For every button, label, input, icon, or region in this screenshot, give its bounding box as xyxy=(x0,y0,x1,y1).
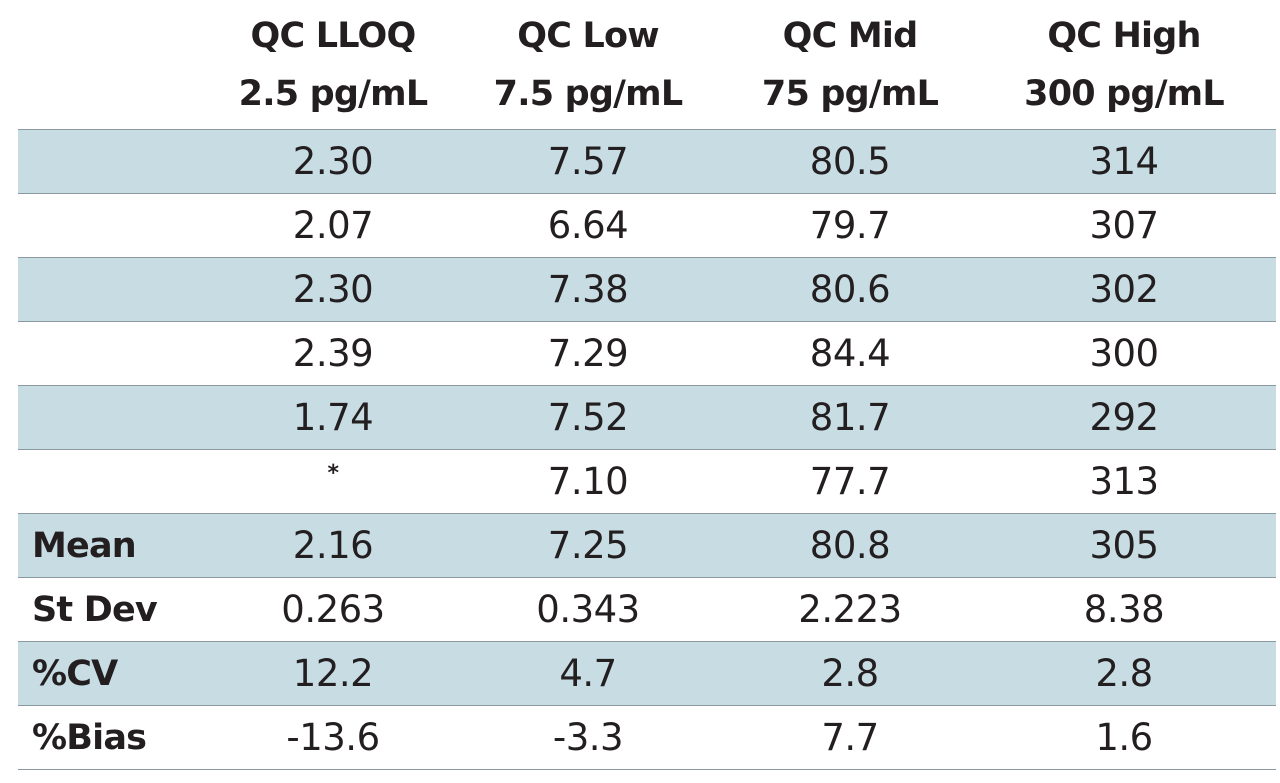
table-cell: 7.10 xyxy=(547,460,629,503)
table-row: 2.39 7.29 84.4 300 xyxy=(18,322,1276,386)
table-cell: -13.6 xyxy=(286,716,380,759)
row-label: St Dev xyxy=(32,589,158,630)
table-cell: 7.29 xyxy=(547,332,629,375)
table-cell: 79.7 xyxy=(809,204,891,247)
table-cell: 7.52 xyxy=(547,396,629,439)
qc-results-table: QC LLOQ 2.5 pg/mL QC Low 7.5 pg/mL QC Mi… xyxy=(18,0,1276,770)
table-body: 2.30 7.57 80.5 314 2.07 6.64 79.7 307 2.30 7.38 80… xyxy=(18,130,1276,770)
column-header-qc-lloq: QC LLOQ 2.5 pg/mL xyxy=(208,7,458,123)
table-cell: 2.16 xyxy=(292,524,374,567)
table-cell: 313 xyxy=(1089,460,1159,503)
column-header-line1: QC Mid xyxy=(782,15,919,56)
table-cell: 7.25 xyxy=(547,524,629,567)
table-cell: 2.30 xyxy=(292,268,374,311)
table-cell: 7.57 xyxy=(547,140,629,183)
table-cell: 80.6 xyxy=(809,268,891,311)
table-row: %CV 12.2 4.7 2.8 2.8 xyxy=(18,642,1276,706)
table-cell: 8.38 xyxy=(1083,588,1165,631)
table-cell: 0.263 xyxy=(281,588,385,631)
column-header-line2: 2.5 pg/mL xyxy=(238,73,428,114)
row-label: Mean xyxy=(32,525,137,566)
table-cell: 300 xyxy=(1089,332,1159,375)
table-row: 1.74 7.52 81.7 292 xyxy=(18,386,1276,450)
table-cell: 77.7 xyxy=(809,460,891,503)
column-header-line2: 75 pg/mL xyxy=(761,73,939,114)
table-row: %Bias -13.6 -3.3 7.7 1.6 xyxy=(18,706,1276,770)
column-header-line1: QC Low xyxy=(517,15,659,56)
column-header-qc-high: QC High 300 pg/mL xyxy=(982,7,1266,123)
table-row: 2.30 7.38 80.6 302 xyxy=(18,258,1276,322)
table-cell: 2.8 xyxy=(821,652,879,695)
table-cell: 2.39 xyxy=(292,332,374,375)
table-cell: 302 xyxy=(1089,268,1159,311)
table-cell: 81.7 xyxy=(809,396,891,439)
table-cell: 2.8 xyxy=(1095,652,1153,695)
table-row: * 7.10 77.7 313 xyxy=(18,450,1276,514)
table-cell: 2.223 xyxy=(798,588,902,631)
table-cell: 314 xyxy=(1089,140,1159,183)
table-cell: 7.38 xyxy=(547,268,629,311)
table-cell: 6.64 xyxy=(547,204,629,247)
column-header-qc-mid: QC Mid 75 pg/mL xyxy=(718,7,982,123)
table-cell: * xyxy=(327,461,339,486)
table-cell: 292 xyxy=(1089,396,1159,439)
row-label: %Bias xyxy=(32,717,147,758)
table-cell: 2.30 xyxy=(292,140,374,183)
table-header-row: QC LLOQ 2.5 pg/mL QC Low 7.5 pg/mL QC Mi… xyxy=(18,0,1276,130)
table-cell: -3.3 xyxy=(552,716,624,759)
table-cell: 307 xyxy=(1089,204,1159,247)
column-header-line1: QC High xyxy=(1047,15,1201,56)
table-cell: 0.343 xyxy=(536,588,640,631)
table-cell: 80.5 xyxy=(809,140,891,183)
table-cell: 4.7 xyxy=(559,652,617,695)
table-cell: 305 xyxy=(1089,524,1159,567)
table-cell: 7.7 xyxy=(821,716,879,759)
row-label: %CV xyxy=(32,653,118,694)
table-row: Mean 2.16 7.25 80.8 305 xyxy=(18,514,1276,578)
table-cell: 1.74 xyxy=(292,396,374,439)
table-cell: 80.8 xyxy=(809,524,891,567)
column-header-qc-low: QC Low 7.5 pg/mL xyxy=(458,7,718,123)
table-cell: 1.6 xyxy=(1095,716,1153,759)
column-header-line1: QC LLOQ xyxy=(250,15,417,56)
table-cell: 84.4 xyxy=(809,332,891,375)
column-header-line2: 7.5 pg/mL xyxy=(493,73,683,114)
table-cell: 12.2 xyxy=(292,652,374,695)
table-row: St Dev 0.263 0.343 2.223 8.38 xyxy=(18,578,1276,642)
table-row: 2.07 6.64 79.7 307 xyxy=(18,194,1276,258)
table-row: 2.30 7.57 80.5 314 xyxy=(18,130,1276,194)
table-cell: 2.07 xyxy=(292,204,374,247)
column-header-line2: 300 pg/mL xyxy=(1024,73,1225,114)
